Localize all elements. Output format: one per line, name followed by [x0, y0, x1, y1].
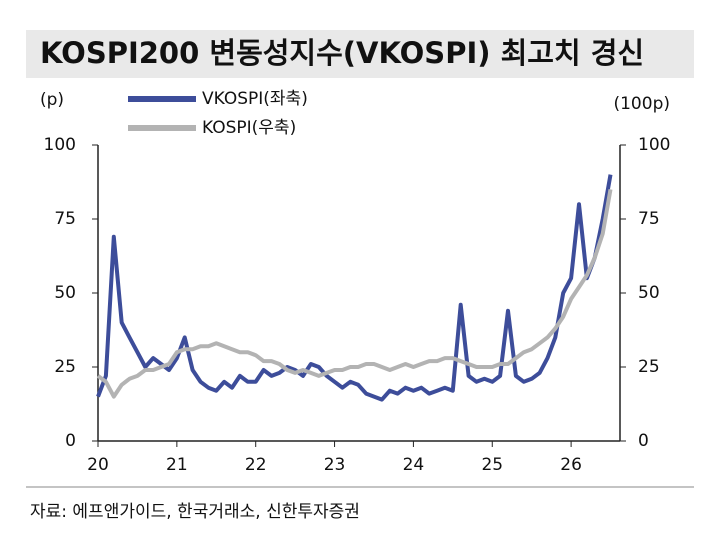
x-tick-label: 24 — [403, 455, 425, 475]
y2-axis-label: (100p) — [613, 94, 670, 114]
title-bar — [26, 30, 694, 78]
x-tick-label: 20 — [87, 455, 109, 475]
series-line — [96, 174, 613, 402]
legend-label: VKOSPI(좌축) — [202, 89, 308, 109]
x-tick-label: 26 — [560, 455, 582, 475]
y-axis-label: (p) — [40, 90, 64, 110]
y-tick-label: 25 — [54, 357, 76, 377]
x-tick-label: 23 — [324, 455, 346, 475]
y-tick-label: 0 — [65, 431, 76, 451]
source: 자료: 에프앤가이드, 한국거래소, 신한투자증권 — [30, 502, 360, 522]
x-tick-label: 22 — [245, 455, 267, 475]
legend-label: KOSPI(우축) — [202, 118, 296, 138]
y-tick-label: 100 — [44, 135, 76, 155]
y-tick-label: 75 — [54, 209, 76, 229]
x-tick-label: 25 — [481, 455, 503, 475]
series-line — [96, 189, 613, 399]
y2-tick-label: 75 — [638, 209, 660, 229]
y2-tick-label: 25 — [638, 357, 660, 377]
y2-tick-label: 50 — [638, 283, 660, 303]
x-tick-label: 21 — [166, 455, 188, 475]
y2-tick-label: 100 — [638, 135, 670, 155]
chart-title: KOSPI200 변동성지수(VKOSPI) 최고치 경신 — [40, 36, 644, 70]
y2-tick-label: 0 — [638, 431, 649, 451]
y-tick-label: 50 — [54, 283, 76, 303]
